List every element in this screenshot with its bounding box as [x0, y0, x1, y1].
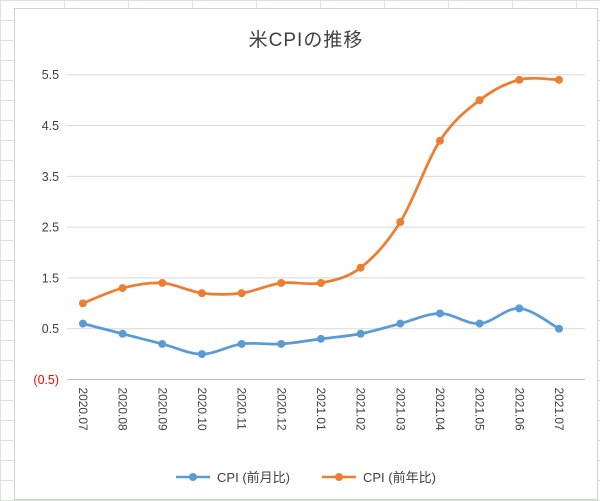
y-axis-tick-label: 1.5 — [42, 271, 59, 285]
data-point-marker — [475, 96, 484, 105]
x-axis-tick-label: 2020.12 — [274, 387, 288, 431]
x-axis-tick-label: 2021.02 — [354, 387, 368, 431]
data-point-marker — [277, 339, 286, 348]
data-point-marker — [237, 339, 246, 348]
line-chart-plot: 5.5 4.5 3.5 2.5 1.5 0.5 (0.5) 2020.07 2020.08 202… — [33, 68, 585, 431]
legend-line-marker-mom-icon — [176, 472, 211, 481]
chart-panel[interactable]: 米CPIの推移 5.5 4.5 3.5 2.5 1.5 0.5 (0.5) 2020.07 20… — [14, 8, 598, 500]
data-point-marker — [118, 329, 127, 338]
y-axis-tick-label: 0.5 — [42, 322, 59, 336]
series-line-1 — [81, 76, 561, 305]
data-point-marker — [554, 324, 563, 333]
y-axis-tick-label: 5.5 — [42, 68, 59, 82]
y-axis-tick-label: 3.5 — [42, 170, 59, 184]
legend-label-cpi-mom: CPI (前月比) — [217, 470, 290, 485]
x-axis-tick-label: 2020.10 — [195, 387, 209, 431]
data-point-marker — [396, 319, 405, 328]
legend-label-cpi-yoy: CPI (前年比) — [363, 470, 436, 485]
x-axis-tick-label: 2021.05 — [473, 387, 487, 431]
data-point-marker — [316, 278, 325, 287]
data-point-marker — [118, 284, 127, 293]
data-point-marker — [316, 334, 325, 343]
data-point-marker — [78, 319, 87, 328]
data-point-marker — [78, 299, 87, 308]
legend-line-marker-yoy-icon — [322, 472, 356, 481]
data-point-marker — [277, 278, 286, 287]
data-point-marker — [356, 263, 365, 272]
chart-title: 米CPIの推移 — [248, 30, 364, 51]
data-point-marker — [237, 289, 246, 298]
data-point-marker — [435, 309, 444, 318]
data-point-marker — [554, 75, 563, 84]
data-point-marker — [515, 304, 524, 313]
x-axis-tick-label: 2020.11 — [235, 387, 249, 430]
legend-item-cpi-mom[interactable]: CPI (前月比) — [176, 467, 290, 486]
x-axis-tick-label: 2020.08 — [116, 387, 130, 431]
data-point-marker — [197, 350, 206, 359]
x-axis-tick-label: 2021.04 — [433, 387, 447, 431]
x-axis-tick-label: 2021.06 — [512, 387, 526, 431]
x-axis-tick-label: 2020.07 — [76, 387, 90, 431]
y-axis-tick-label: 2.5 — [42, 221, 59, 235]
data-point-marker — [197, 289, 206, 298]
x-axis-tick-label: 2021.07 — [552, 387, 566, 431]
y-axis-tick-label: 4.5 — [42, 119, 59, 133]
x-axis-tick-label: 2021.03 — [393, 387, 407, 431]
legend-item-cpi-yoy[interactable]: CPI (前年比) — [322, 467, 436, 486]
y-axis-tick-label: (0.5) — [33, 373, 59, 387]
data-point-marker — [356, 329, 365, 338]
x-axis-tick-label: 2020.09 — [155, 387, 169, 431]
data-point-marker — [475, 319, 484, 328]
x-axis-tick-label: 2021.01 — [314, 387, 328, 431]
data-point-marker — [158, 278, 167, 287]
data-point-marker — [158, 339, 167, 348]
data-point-marker — [515, 75, 524, 84]
chart-legend: CPI (前月比) CPI (前年比) — [15, 467, 597, 486]
data-point-marker — [435, 136, 444, 145]
data-point-marker — [396, 218, 405, 227]
series-line-0 — [81, 307, 561, 356]
